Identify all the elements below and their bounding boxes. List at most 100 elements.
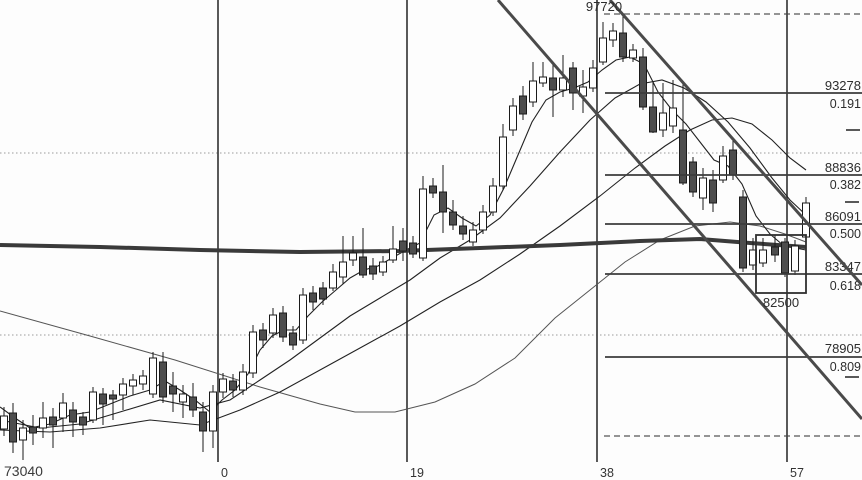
- price-rectangle[interactable]: [755, 234, 807, 294]
- bull-candle-body: [609, 30, 617, 41]
- bear-candle-body: [729, 149, 737, 176]
- x-axis-label: 57: [790, 466, 804, 480]
- bear-candle-body: [229, 380, 237, 391]
- bull-candle-body: [59, 402, 67, 419]
- candle: [499, 124, 507, 190]
- bull-candle-body: [219, 378, 227, 393]
- fib-price-label: 86091: [825, 209, 861, 224]
- fib-ratio-label: 0.500: [830, 227, 861, 241]
- candle: [689, 157, 697, 197]
- candle: [629, 44, 637, 62]
- downtrend-line[interactable]: [496, 0, 862, 420]
- candle: [791, 240, 799, 275]
- bear-candle-body: [771, 246, 779, 256]
- bull-candle-body: [39, 417, 47, 429]
- bull-candle-body: [249, 331, 257, 374]
- bear-candle-body: [619, 32, 627, 58]
- bull-candle-body: [149, 357, 157, 395]
- candle: [781, 238, 789, 277]
- bear-candle-body: [449, 211, 457, 226]
- bull-candle-body: [379, 261, 387, 273]
- bull-candle-body: [791, 245, 799, 272]
- candle: [409, 236, 417, 258]
- fib-ratio-label: 0.809: [830, 360, 861, 374]
- bear-candle-body: [459, 225, 467, 235]
- bull-candle-body: [139, 375, 147, 385]
- slow-descending-line[interactable]: [0, 221, 807, 413]
- x-axis-label: 19: [410, 466, 424, 480]
- ma-thick-line[interactable]: [0, 236, 807, 255]
- ma-slow-line[interactable]: [0, 117, 807, 433]
- candle: [0, 407, 8, 436]
- bear-candle-body: [29, 426, 37, 434]
- x-axis-label: 0: [221, 466, 228, 480]
- candle: [389, 226, 397, 263]
- candle: [109, 390, 117, 420]
- candle: [619, 15, 627, 62]
- candle: [209, 385, 217, 448]
- bear-candle-body: [309, 292, 317, 303]
- bear-candle-body: [689, 161, 697, 193]
- candle: [29, 415, 37, 445]
- fib-price-label: 88836: [825, 160, 861, 175]
- bear-candle-body: [399, 240, 407, 252]
- candle: [449, 200, 457, 230]
- candle: [349, 236, 357, 266]
- candle: [679, 82, 687, 185]
- candle: [279, 306, 287, 342]
- candle: [289, 326, 297, 350]
- bull-candle-body: [89, 391, 97, 421]
- candle: [719, 146, 727, 183]
- bull-candle-body: [529, 80, 537, 103]
- bear-candle-body: [679, 129, 687, 184]
- candle: [179, 385, 187, 418]
- candle: [539, 62, 547, 87]
- bull-candle-body: [659, 112, 667, 131]
- bull-candle-body: [239, 371, 247, 391]
- bear-candle-body: [49, 416, 57, 426]
- bear-candle-body: [781, 241, 789, 274]
- bear-candle-body: [429, 185, 437, 194]
- candle: [199, 402, 207, 452]
- candle: [299, 288, 307, 344]
- bull-candle-body: [299, 294, 307, 341]
- candle: [169, 372, 177, 412]
- candle: [259, 323, 267, 348]
- fib-price-label: 78905: [825, 341, 861, 356]
- bear-candle-body: [549, 77, 557, 91]
- bull-candle-body: [0, 415, 8, 430]
- bear-candle-body: [369, 265, 377, 275]
- candle: [759, 238, 767, 267]
- bear-candle-body: [259, 329, 267, 341]
- candle: [659, 83, 667, 137]
- bear-candle-body: [109, 394, 117, 400]
- fib-ratio-label: 0.191: [830, 97, 861, 111]
- bear-candle-body: [319, 287, 327, 300]
- bull-candle-body: [759, 249, 767, 264]
- bull-candle-body: [509, 105, 517, 131]
- candle: [489, 178, 497, 216]
- candle: [399, 228, 407, 261]
- candle: [229, 374, 237, 397]
- candle: [739, 190, 747, 272]
- bear-candle-body: [649, 106, 657, 133]
- candle: [469, 222, 477, 246]
- fib-ratio-label: 0.618: [830, 279, 861, 293]
- bear-candle-body: [79, 416, 87, 426]
- candle: [439, 165, 447, 233]
- candle: [189, 383, 197, 417]
- downtrend-line[interactable]: [608, 0, 862, 286]
- candle: [39, 402, 47, 438]
- bull-candle-body: [119, 383, 127, 396]
- bear-candle-body: [169, 385, 177, 395]
- candle: [339, 236, 347, 284]
- bear-candle-body: [739, 196, 747, 269]
- bear-candle-body: [709, 179, 717, 204]
- bull-candle-body: [179, 393, 187, 403]
- candle: [369, 258, 377, 280]
- candle: [49, 408, 57, 448]
- bull-candle-body: [419, 188, 427, 259]
- candle: [649, 82, 657, 133]
- bear-candle-body: [199, 411, 207, 432]
